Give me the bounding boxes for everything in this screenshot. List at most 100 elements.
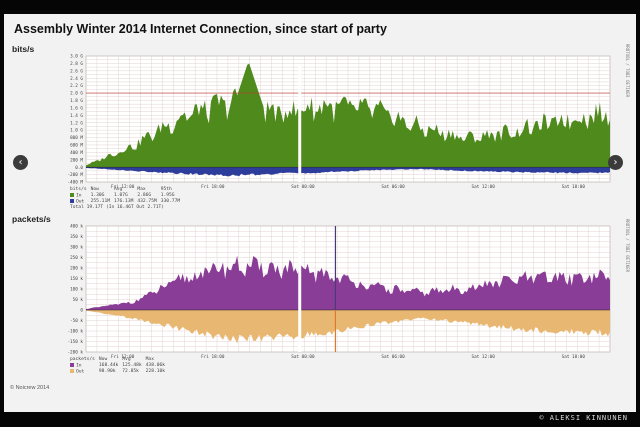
y-tick-label: 400 k [70, 224, 83, 230]
x-tick-label: Sat 12:00 [472, 184, 496, 190]
bits-legend-row-in: In 1.30G 1.07G 2.86G 1.95G [70, 192, 184, 199]
x-tick-label: Sat 06:00 [381, 354, 405, 360]
rrdtool-watermark-bottom: RRDTOOL / TOBI OETIKER [625, 219, 630, 272]
legend-avg: 72.85k [122, 368, 139, 374]
y-tick-label: 800 M [70, 135, 83, 141]
y-tick-label: -200 M [67, 172, 83, 178]
legend-now: 98.90k [98, 368, 116, 374]
legend-header-avg: Avg [113, 187, 123, 192]
x-tick-label: Sat 00:00 [291, 184, 315, 190]
y-tick-label: 2.0 G [70, 91, 83, 97]
bits-per-second-graph: 3.0 G2.8 G2.6 G 2.4 G2.2 G 2.0 G1.8 G1.6 G… [67, 54, 611, 190]
y-tick-label: 0.0 [75, 165, 83, 171]
y-tick-label: 2.2 G [70, 83, 83, 89]
x-tick-label: Sat 12:00 [472, 354, 496, 360]
series-out-area [86, 310, 610, 344]
y-tick-label: 150 k [70, 276, 83, 282]
y-tick-label: 1.8 G [70, 98, 83, 104]
y-tick-label: 100 k [70, 287, 83, 293]
legend-swatch-out [70, 198, 74, 203]
y-tick-label: -400 M [67, 180, 83, 186]
y-tick-label: -100 k [67, 329, 83, 335]
x-tick-label: Fri 18:00 [201, 184, 225, 190]
chevron-left-icon[interactable]: ‹ [13, 155, 28, 170]
y-tick-label: 1.2 G [70, 120, 83, 126]
legend-max: 438.06k [145, 362, 166, 368]
legend-avg: 176.13M [113, 198, 134, 204]
rrdtool-watermark-top: RRDTOOL / TOBI OETIKER [625, 44, 630, 97]
y-tick-label: 3.0 G [70, 54, 83, 60]
legend-now: 1.30G [90, 192, 105, 198]
y-tick-label: 1.0 G [70, 128, 83, 134]
legend-max: 432.75M [137, 198, 157, 204]
copyright-text: © Noicrew 2014 [10, 385, 50, 391]
legend-name: Out [76, 369, 85, 375]
packets-per-second-graph: 400 k 350 k 300 k 250 k 200 k 150 k 100 k 50 k 0… [67, 224, 611, 360]
y-tick-label: 200 M [70, 157, 83, 163]
legend-p95: 330.77M [160, 198, 181, 204]
time-cursor [298, 64, 302, 182]
legend-header-now: Now [90, 187, 99, 192]
y-tick-label: 2.4 G [70, 76, 83, 82]
photo-credit: © ALEKSI KINNUNEN [539, 414, 628, 422]
packets-legend: packets/s Now Avg Max In 168.44k 125.48k… [70, 357, 169, 375]
x-tick-label: Sat 06:00 [381, 184, 405, 190]
legend-header-max: Max [145, 357, 154, 362]
y-tick-label: -50 k [70, 318, 83, 324]
legend-max: 228.10k [145, 368, 166, 374]
browser-screen: Assembly Winter 2014 Internet Connection… [4, 14, 636, 412]
y-tick-label: 400 M [70, 150, 83, 156]
x-tick-label: Fri 18:00 [201, 354, 225, 360]
legend-header-now: Now [98, 357, 108, 362]
bits-legend-total: Total 19.17T (In 16.46T Out 2.71T) [70, 205, 184, 211]
legend-avg: 125.48k [122, 362, 142, 368]
series-in-area [86, 63, 610, 168]
y-tick-label: 1.6 G [70, 105, 83, 111]
chevron-right-icon[interactable]: › [608, 155, 623, 170]
packets-legend-row-in: In 168.44k 125.48k 438.06k [70, 362, 169, 369]
y-tick-label: -150 k [67, 339, 83, 345]
bits-legend: bits/s Now Avg Max 95th In 1.30G 1.07G 2… [70, 187, 184, 210]
y-tick-label: 300 k [70, 245, 83, 251]
legend-avg: 1.07G [113, 192, 128, 198]
y-tick-label: 50 k [73, 297, 84, 303]
legend-swatch-in [70, 192, 74, 197]
y-tick-label: -200 k [67, 350, 83, 356]
legend-header-avg: Avg [122, 357, 131, 362]
packets-legend-header: packets/s Now Avg Max [70, 357, 169, 363]
bits-legend-row-out: Out 255.11M 176.13M 432.75M 330.77M [70, 198, 184, 205]
y-tick-label: 250 k [70, 255, 83, 261]
x-tick-label: Sat 00:00 [291, 354, 315, 360]
time-cursor [298, 234, 302, 352]
y-tick-label: 0 [80, 308, 83, 314]
packets-graph-label: packets/s [12, 214, 51, 224]
x-tick-label: Sat 18:00 [562, 184, 586, 190]
series-out-area [86, 167, 610, 177]
legend-header-label: packets/s [70, 357, 95, 362]
series-in-area [86, 255, 610, 310]
legend-now: 168.44k [98, 362, 119, 368]
y-tick-label: 600 M [70, 143, 83, 149]
legend-header-max: Max [137, 187, 146, 192]
legend-swatch-out [70, 368, 74, 373]
y-tick-label: 2.8 G [70, 61, 83, 67]
bits-legend-header: bits/s Now Avg Max 95th [70, 187, 184, 193]
x-tick-label: Fri 12:00 [111, 184, 135, 190]
y-tick-label: 2.6 G [70, 68, 83, 74]
bits-graph-label: bits/s [12, 44, 35, 54]
x-tick-label: Fri 12:00 [111, 354, 135, 360]
legend-total: Total 19.17T (In 16.46T Out 2.71T) [70, 204, 165, 210]
legend-swatch-in [70, 362, 74, 367]
y-tick-label: 200 k [70, 266, 83, 272]
legend-header-label: bits/s [70, 187, 87, 192]
packets-legend-row-out: Out 98.90k 72.85k 228.10k [70, 368, 169, 375]
legend-max: 2.86G [137, 192, 152, 198]
legend-p95: 1.95G [160, 192, 175, 198]
x-tick-label: Sat 18:00 [562, 354, 586, 360]
legend-name: Out [76, 199, 85, 205]
y-tick-label: 1.4 G [70, 113, 83, 119]
legend-now: 255.11M [90, 198, 110, 204]
legend-name: In [76, 363, 82, 369]
legend-name: In [76, 193, 82, 199]
page-title: Assembly Winter 2014 Internet Connection… [14, 22, 387, 36]
